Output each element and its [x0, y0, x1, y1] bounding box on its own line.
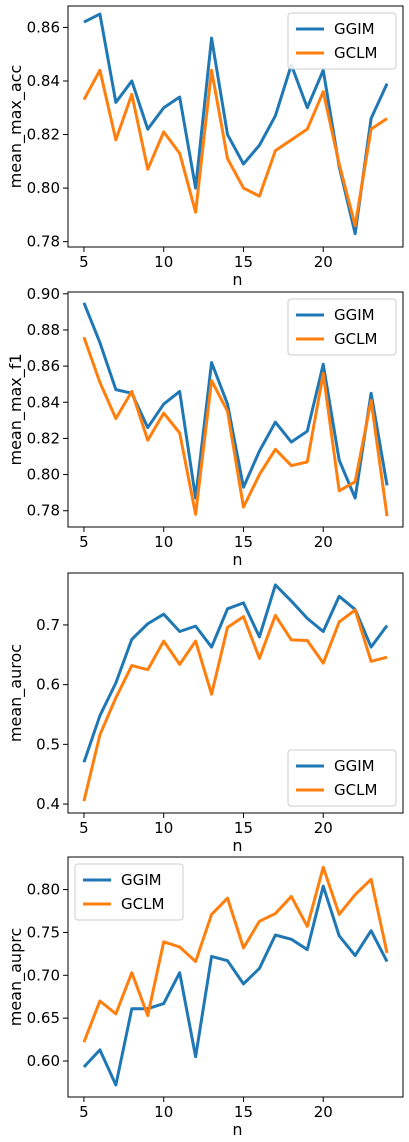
x-tick-label: 5: [79, 1103, 89, 1121]
series-line-gclm: [82, 865, 389, 1043]
series-line-gclm: [82, 336, 389, 517]
x-tick-label: 5: [79, 819, 89, 837]
x-tick-label: 15: [234, 1103, 253, 1121]
x-tick-label: 5: [79, 533, 89, 551]
y-tick-label: 0.4: [36, 795, 60, 813]
y-tick-label: 0.6: [36, 676, 60, 694]
plot-frame: [67, 572, 404, 814]
chart-panel-1: 5 10 15 20 0.78 0.80 0.82 0.84 0.86 n mean_max_acc…: [6, 5, 404, 289]
x-tick-label: 20: [314, 253, 333, 271]
x-tick-label: 20: [314, 533, 333, 551]
x-axis-label: n: [232, 550, 242, 569]
y-axis-label: mean_max_acc: [6, 65, 26, 189]
y-axis-label: mean_max_f1: [6, 353, 26, 465]
legend-label-ggim: GGIM: [334, 306, 375, 324]
y-tick-label: 0.82: [27, 126, 60, 144]
series-line-gclm: [82, 608, 388, 802]
y-tick-label: 0.80: [27, 179, 60, 197]
y-tick-label: 0.80: [27, 881, 60, 899]
x-tick-label: 10: [154, 533, 173, 551]
legend: GGIM GCLM: [287, 298, 397, 356]
legend-box: [74, 863, 184, 921]
x-tick-label: 5: [79, 253, 89, 271]
x-tick-label: 15: [234, 253, 253, 271]
x-tick-label: 20: [314, 819, 333, 837]
chart-panel-4: 5 10 15 20 0.60 0.65 0.70 0.75 0.80 n mean_auprc GG…: [6, 856, 404, 1139]
x-axis-label: n: [232, 1120, 242, 1139]
y-tick-label: 0.70: [27, 966, 60, 984]
legend-label-gclm: GCLM: [334, 781, 377, 799]
series-line-ggim: [82, 583, 389, 763]
plot-frame: [67, 856, 404, 1098]
y-tick-label: 0.88: [27, 321, 60, 339]
y-tick-label: 0.84: [27, 72, 60, 90]
legend: GGIM GCLM: [287, 12, 397, 70]
chart-panel-2: 5 10 15 20 0.78 0.80 0.82 0.84 0.86 0.88 0.90 n mean…: [6, 285, 404, 569]
legend-label-gclm: GCLM: [334, 330, 377, 348]
legend-box: [287, 749, 397, 807]
plot-frame: [67, 5, 404, 248]
y-tick-label: 0.90: [27, 285, 60, 303]
y-tick-label: 0.86: [27, 18, 60, 36]
series-line-ggim: [82, 884, 389, 1087]
legend-box: [287, 298, 397, 356]
legend: GGIM GCLM: [74, 863, 184, 921]
y-tick-label: 0.84: [27, 393, 60, 411]
legend-box: [287, 12, 397, 70]
y-axis-label: mean_auprc: [6, 928, 26, 1027]
legend-label-ggim: GGIM: [334, 20, 375, 38]
x-tick-label: 10: [154, 253, 173, 271]
x-tick-label: 15: [234, 819, 253, 837]
legend-label-ggim: GGIM: [334, 757, 375, 775]
series-line-gclm: [82, 68, 388, 228]
y-tick-label: 0.80: [27, 466, 60, 484]
x-axis-label: n: [232, 836, 242, 855]
x-tick-label: 20: [314, 1103, 333, 1121]
x-tick-label: 15: [234, 533, 253, 551]
x-axis-label: n: [232, 270, 242, 289]
y-tick-label: 0.65: [27, 1009, 60, 1027]
x-tick-label: 10: [154, 1103, 173, 1121]
chart-panel-3: 5 10 15 20 0.4 0.5 0.6 0.7 n mean_auroc GGIM GCLM: [6, 572, 404, 855]
y-tick-label: 0.86: [27, 357, 60, 375]
legend-label-ggim: GGIM: [121, 871, 162, 889]
y-tick-label: 0.78: [27, 233, 60, 251]
plot-frame: [67, 291, 404, 528]
legend-label-gclm: GCLM: [334, 44, 377, 62]
y-tick-label: 0.5: [36, 735, 60, 753]
legend-label-gclm: GCLM: [121, 895, 164, 913]
y-tick-label: 0.78: [27, 502, 60, 520]
legend: GGIM GCLM: [287, 749, 397, 807]
y-axis-label: mean_auroc: [6, 644, 26, 742]
y-tick-label: 0.75: [27, 923, 60, 941]
y-tick-label: 0.82: [27, 429, 60, 447]
y-tick-label: 0.60: [27, 1052, 60, 1070]
x-tick-label: 10: [154, 819, 173, 837]
y-tick-label: 0.7: [36, 616, 60, 634]
